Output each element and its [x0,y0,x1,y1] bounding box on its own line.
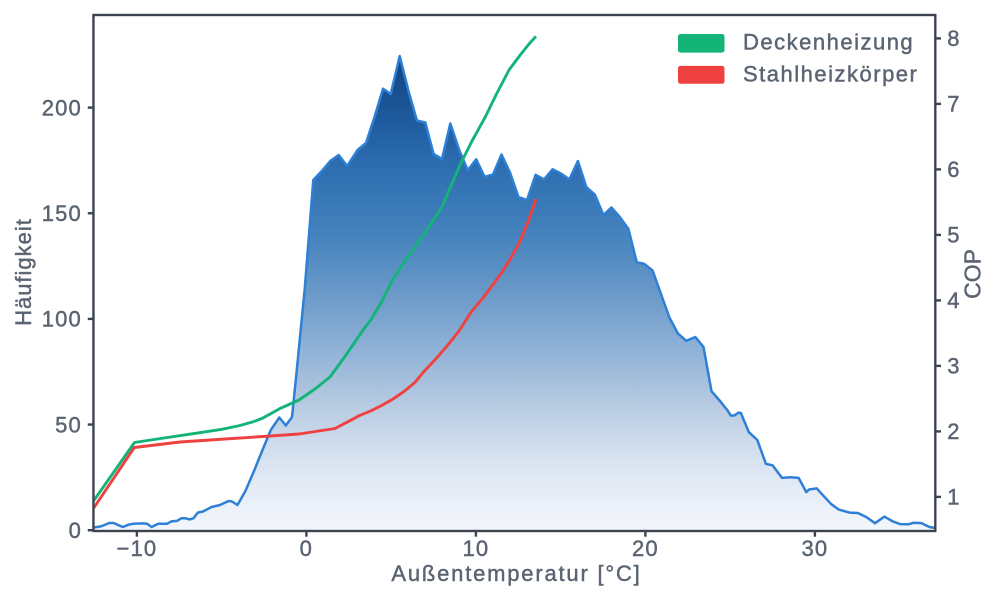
svg-text:−10: −10 [116,536,157,561]
svg-text:COP: COP [960,249,986,299]
svg-text:5: 5 [947,223,959,248]
svg-text:30: 30 [801,536,828,561]
svg-text:Häufigkeit: Häufigkeit [11,218,36,326]
svg-text:1: 1 [947,485,959,510]
svg-text:0: 0 [69,518,82,543]
svg-text:50: 50 [55,412,82,437]
svg-text:6: 6 [947,157,959,182]
svg-text:150: 150 [42,201,82,226]
svg-text:8: 8 [947,26,959,51]
svg-text:100: 100 [42,307,82,332]
svg-text:3: 3 [947,354,959,379]
svg-text:10: 10 [462,536,489,561]
svg-text:20: 20 [632,536,659,561]
svg-text:4: 4 [947,288,959,313]
svg-text:Deckenheizung: Deckenheizung [743,30,914,55]
svg-text:2: 2 [947,419,959,444]
svg-text:7: 7 [947,92,959,117]
svg-text:Außentemperatur [°C]: Außentemperatur [°C] [391,561,641,586]
svg-text:0: 0 [300,536,313,561]
svg-text:Stahlheizkörper: Stahlheizkörper [743,62,918,87]
svg-text:200: 200 [42,95,82,120]
